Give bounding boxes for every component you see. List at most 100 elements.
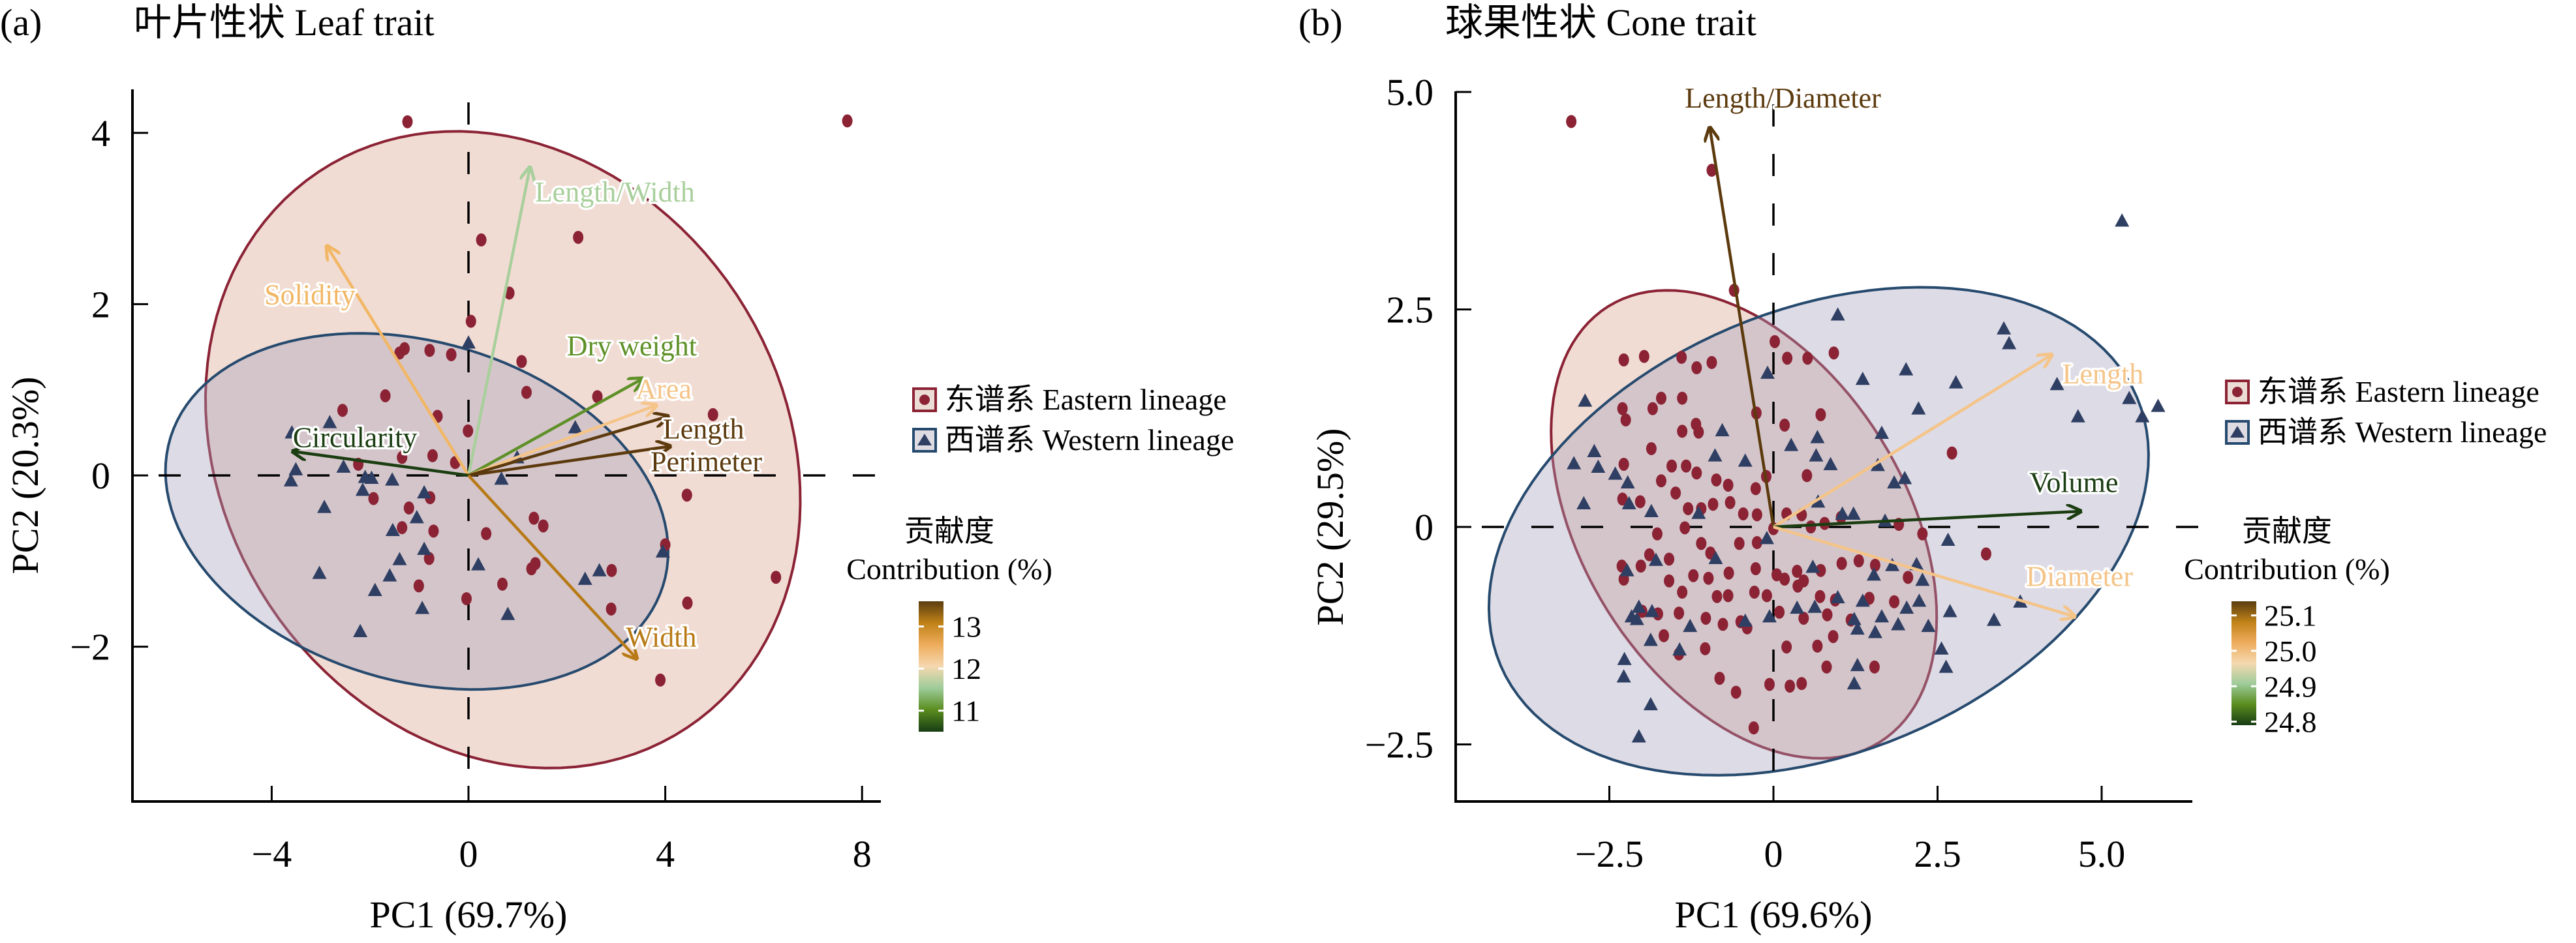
western-lineage-point — [1887, 475, 1902, 488]
eastern-lineage-point — [1711, 473, 1722, 486]
eastern-lineage-point — [380, 389, 391, 402]
panel-a-colorbar: 贡献度 Contribution (%) 11 12 13 — [846, 515, 1052, 732]
western-lineage-point — [1616, 669, 1631, 683]
panel-b-plot-area: Length/Diameter Length Volume Diameter −2.5 0… — [1365, 71, 2205, 875]
y-tick-label: −2.5 — [1365, 724, 1434, 766]
vector-arrow-length-width — [467, 167, 530, 476]
panel-b-y-axis-title: PC2 (29.5%) — [1309, 428, 1351, 626]
x-tick-label: 5.0 — [2078, 833, 2126, 875]
panel-b-cone-trait: (b) 球果性状 Cone trait Length/DiameterLengt… — [1298, 1, 2547, 936]
vector-label-length: Length — [2062, 358, 2144, 390]
western-lineage-point — [367, 582, 382, 596]
vector-arrow-length — [1772, 355, 2052, 528]
western-lineage-point — [1738, 613, 1753, 627]
eastern-lineage-point — [1703, 571, 1714, 585]
western-lineage-point — [1805, 560, 1820, 573]
vector-arrow-diameter — [1773, 525, 2075, 616]
vector-arrow-length-diameter — [1710, 128, 1775, 528]
western-lineage-point — [1874, 425, 1889, 439]
eastern-lineage-point — [1634, 495, 1646, 509]
panel-b-loading-vectors: Length/Diameter Length Volume Diameter — [1683, 80, 2146, 616]
x-tick-label: −4 — [252, 833, 292, 875]
legend-item-western: 西谱系 Western lineage — [2225, 415, 2547, 449]
colorbar-tick-label: 24.9 — [2264, 670, 2317, 703]
western-lineage-point — [317, 500, 332, 513]
vector-label-area: Area — [636, 373, 692, 405]
eastern-lineage-point — [1869, 660, 1880, 674]
eastern-lineage-point — [1869, 558, 1880, 572]
eastern-lineage-point — [1681, 459, 1692, 473]
western-lineage-point — [284, 425, 299, 439]
eastern-lineage-point — [1828, 346, 1839, 360]
legend-label: 西谱系 Western lineage — [945, 423, 1234, 457]
panel-b-points — [1566, 115, 2166, 743]
eastern-lineage-point — [1674, 606, 1685, 620]
western-lineage-point — [2002, 336, 2017, 350]
eastern-lineage-point — [1693, 425, 1704, 439]
vector-label-length: Length — [663, 413, 744, 445]
eastern-lineage-point — [1646, 442, 1657, 455]
panel-a-points — [283, 114, 853, 687]
panel-a-y-axis-title: PC2 (20.3%) — [4, 377, 46, 575]
western-lineage-point — [1987, 612, 2002, 626]
vector-label-width: Width — [626, 621, 696, 653]
western-lineage-point — [288, 462, 303, 475]
eastern-lineage-point — [1677, 391, 1688, 405]
western-lineage-point — [592, 563, 607, 576]
western-lineage-point — [1807, 599, 1822, 613]
vector-arrow-perimeter — [468, 446, 670, 477]
eastern-lineage-point — [1781, 640, 1792, 654]
eastern-lineage-point — [413, 579, 424, 593]
panel-b-axes: −2.5 0 2.5 5.0 −2.5 0 2.5 5.0 — [1365, 71, 2192, 875]
western-lineage-point — [1921, 618, 1936, 633]
triangle-marker-icon — [2230, 426, 2245, 438]
eastern-lineage-point — [1677, 586, 1688, 599]
eastern-lineage-point — [1691, 361, 1702, 374]
western-lineage-point — [1760, 365, 1775, 379]
eastern-lineage-point — [427, 449, 438, 462]
legend-label: 东谱系 Eastern lineage — [2258, 375, 2539, 408]
eastern-lineage-point — [1903, 571, 1914, 584]
eastern-lineage-point — [1946, 446, 1957, 460]
vector-label-solidity: Solidity — [264, 278, 355, 310]
western-lineage-point — [1648, 552, 1663, 566]
western-lineage-point — [2151, 398, 2166, 412]
eastern-lineage-point — [1655, 391, 1666, 405]
colorbar-gradient — [2231, 601, 2256, 725]
y-tick-label: 2.5 — [1387, 289, 1434, 331]
colorbar-tick-label: 24.8 — [2264, 706, 2317, 739]
western-lineage-point — [1912, 593, 1927, 607]
western-lineage-point — [1867, 625, 1882, 638]
western-lineage-point — [1708, 448, 1723, 462]
vector-label-diameter: Diameter — [2026, 561, 2133, 593]
eastern-lineage-point — [1802, 469, 1813, 483]
western-lineage-point — [494, 471, 509, 485]
eastern-lineage-point — [1658, 629, 1669, 642]
eastern-lineage-point — [1812, 639, 1823, 653]
eastern-lineage-point — [1706, 355, 1717, 369]
western-lineage-point — [409, 510, 424, 524]
eastern-lineage-point — [1917, 527, 1928, 541]
western-lineage-point — [322, 415, 337, 428]
western-lineage-point — [1621, 496, 1636, 510]
eastern-lineage-point — [446, 348, 457, 361]
western-lineage-point — [1587, 443, 1602, 457]
western-lineage-point — [1940, 532, 1955, 546]
eastern-lineage-point — [1774, 605, 1785, 619]
western-lineage-point — [1866, 567, 1881, 581]
western-lineage-point — [1715, 423, 1730, 436]
eastern-lineage-point — [368, 492, 379, 505]
eastern-lineage-point — [1822, 608, 1833, 621]
colorbar-tick-label: 13 — [951, 610, 981, 644]
western-lineage-point — [1619, 563, 1634, 576]
eastern-lineage-point — [394, 346, 405, 360]
western-lineage-point — [461, 335, 476, 349]
x-tick-label: 2.5 — [1914, 833, 1961, 875]
western-lineage-point — [1784, 438, 1799, 451]
panel-b-legend: 东谱系 Eastern lineage 西谱系 Western lineage — [2225, 375, 2547, 449]
eastern-lineage-point — [1748, 721, 1759, 735]
eastern-lineage-point — [428, 524, 439, 538]
western-lineage-point — [1891, 617, 1906, 631]
western-lineage-point — [2070, 409, 2085, 423]
western-lineage-point — [1810, 430, 1825, 443]
